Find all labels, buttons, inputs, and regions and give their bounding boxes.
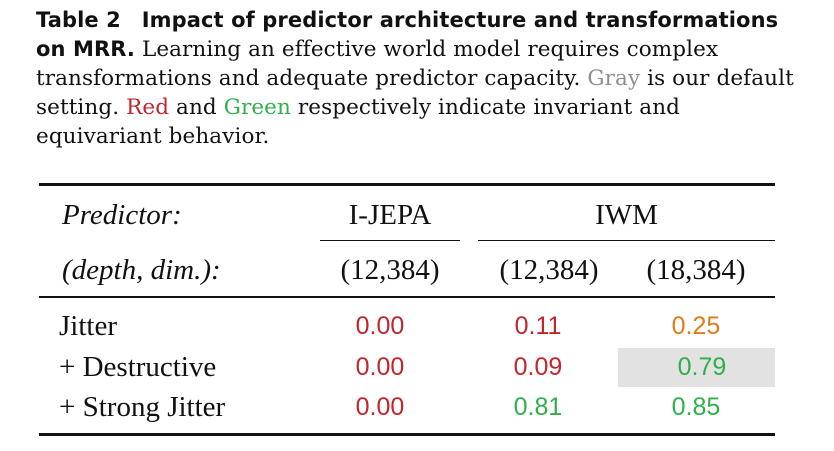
header-col3-config: (18,384) [646, 254, 746, 286]
table-bottom-rule [39, 433, 775, 436]
header-depth-label: (depth, dim.): [62, 254, 221, 286]
default-setting-highlight [618, 348, 775, 387]
table-cell: 0.85 [671, 393, 721, 421]
header-group-iwm: IWM [595, 199, 658, 231]
ijepa-group-underline [320, 240, 460, 242]
table-cell: 0.11 [514, 312, 562, 340]
table-caption: Table 2 Impact of predictor architecture… [36, 6, 806, 151]
table-cell: 0.09 [513, 353, 563, 381]
caption-text-1: Learning an effective world model requir… [36, 37, 719, 91]
caption-red-word: Red [126, 95, 170, 120]
header-predictor-label: Predictor: [62, 199, 182, 231]
table-title: Impact of predictor architecture and tra… [36, 8, 779, 61]
header-group-ijepa: I-JEPA [348, 199, 432, 231]
table-label: Table 2 [36, 8, 121, 32]
row-label: + Destructive [59, 351, 217, 383]
caption-text-3: and [176, 95, 217, 120]
table-cell: 0.25 [671, 312, 721, 340]
row-label: + Strong Jitter [59, 391, 226, 423]
table-cell: 0.00 [355, 353, 405, 381]
table-cell: 0.79 [677, 353, 727, 381]
iwm-group-underline [478, 240, 775, 242]
caption-green-word: Green [223, 95, 291, 120]
table-cell: 0.81 [513, 393, 563, 421]
table-cell: 0.00 [355, 312, 405, 340]
header-col1-config: (12,384) [340, 254, 440, 286]
caption-text-2: is our default setting. [36, 66, 794, 120]
header-col2-config: (12,384) [499, 254, 599, 286]
caption-text-4: respectively indicate invariant and equi… [36, 95, 681, 149]
row-label: Jitter [59, 310, 117, 342]
table-cell: 0.00 [355, 393, 405, 421]
table-top-rule [39, 183, 775, 186]
table-mid-rule [39, 296, 775, 298]
caption-gray-word: Gray [587, 66, 641, 91]
